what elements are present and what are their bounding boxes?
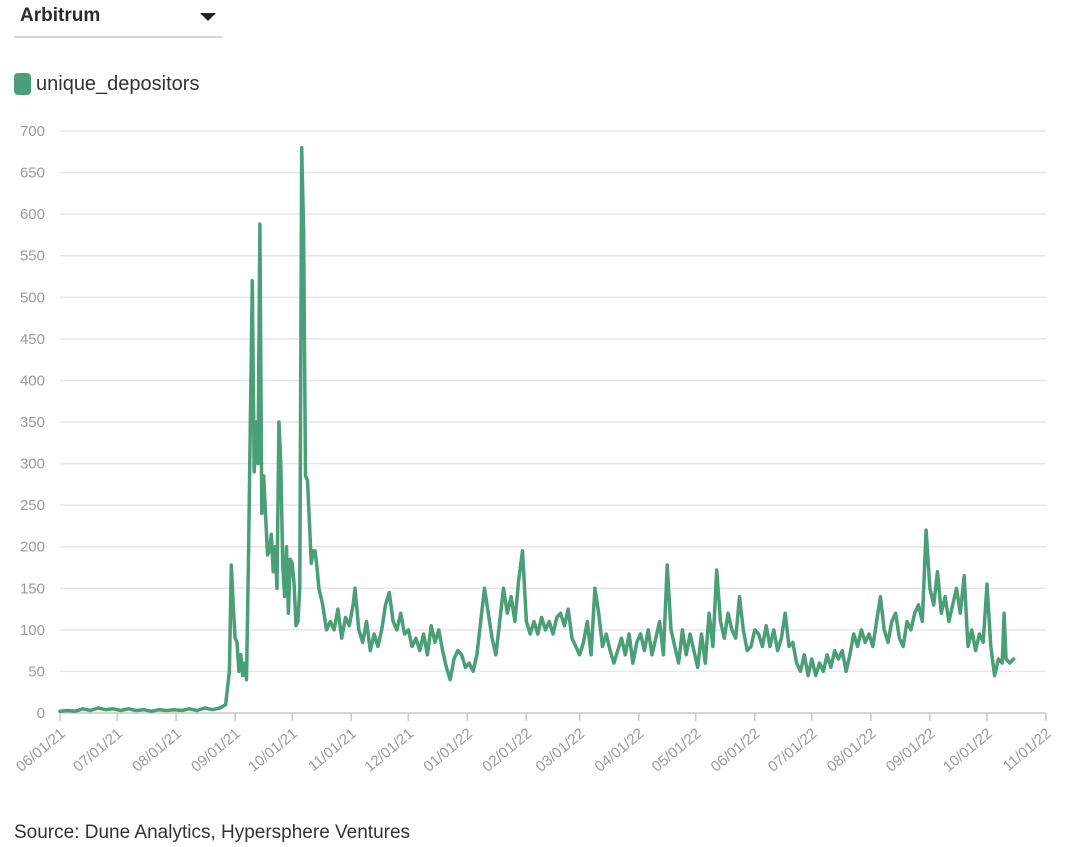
x-tick-label: 05/01/22	[649, 725, 705, 776]
network-selector[interactable]: Arbitrum	[14, 0, 222, 38]
y-tick-label: 550	[20, 248, 45, 265]
caret-down-icon[interactable]	[200, 13, 216, 21]
x-tick-label: 06/01/22	[708, 725, 764, 776]
x-tick-label: 04/01/22	[592, 725, 648, 776]
x-tick-label: 07/01/21	[70, 725, 126, 776]
legend-swatch	[14, 73, 31, 95]
x-tick-label: 08/01/22	[824, 725, 880, 776]
y-tick-label: 700	[20, 123, 45, 140]
x-tick-label: 08/01/21	[129, 725, 185, 776]
y-tick-label: 50	[28, 663, 45, 680]
y-tick-label: 300	[20, 456, 45, 473]
x-tick-label: 10/01/21	[245, 725, 301, 776]
legend-label: unique_depositors	[36, 72, 200, 95]
y-tick-label: 450	[20, 331, 45, 348]
x-axis: 06/01/21 07/01/21 08/01/21 09/01/21 10/01/21…	[13, 713, 1055, 776]
chart-legend: unique_depositors	[14, 72, 199, 96]
line-chart: 0 50 100 150 200 250 300 350 400 450 500 550 600 650 7…	[13, 123, 1055, 776]
x-tick-label: 01/01/22	[420, 725, 476, 776]
y-tick-label: 200	[20, 539, 45, 556]
series-line-unique-depositors	[58, 145, 1016, 714]
y-tick-label: 0	[37, 705, 45, 722]
x-tick-label: 06/01/21	[13, 725, 69, 776]
x-tick-label: 09/01/22	[883, 725, 939, 776]
y-tick-label: 500	[20, 289, 45, 306]
y-tick-label: 600	[20, 206, 45, 223]
x-tick-label: 03/01/22	[533, 725, 589, 776]
y-tick-label: 350	[20, 414, 45, 431]
source-note: Source: Dune Analytics, Hypersphere Vent…	[14, 822, 411, 843]
x-tick-label: 12/01/21	[361, 725, 417, 776]
x-tick-label: 09/01/21	[188, 725, 244, 776]
x-tick-label: 10/01/22	[940, 725, 996, 776]
y-tick-label: 650	[20, 165, 45, 182]
x-tick-label: 07/01/22	[765, 725, 821, 776]
y-tick-label: 150	[20, 580, 45, 597]
x-tick-label: 02/01/22	[479, 725, 535, 776]
y-axis: 0 50 100 150 200 250 300 350 400 450 500 550 600 650 7…	[20, 123, 45, 722]
network-selector-value: Arbitrum	[20, 5, 101, 26]
x-tick-label: 11/01/22	[1000, 725, 1055, 775]
y-tick-label: 100	[20, 622, 45, 639]
x-tick-label: 11/01/21	[305, 725, 360, 775]
chart-series	[58, 145, 1016, 714]
y-tick-label: 400	[20, 372, 45, 389]
y-tick-label: 250	[20, 497, 45, 514]
chart-gridlines	[60, 130, 1046, 714]
